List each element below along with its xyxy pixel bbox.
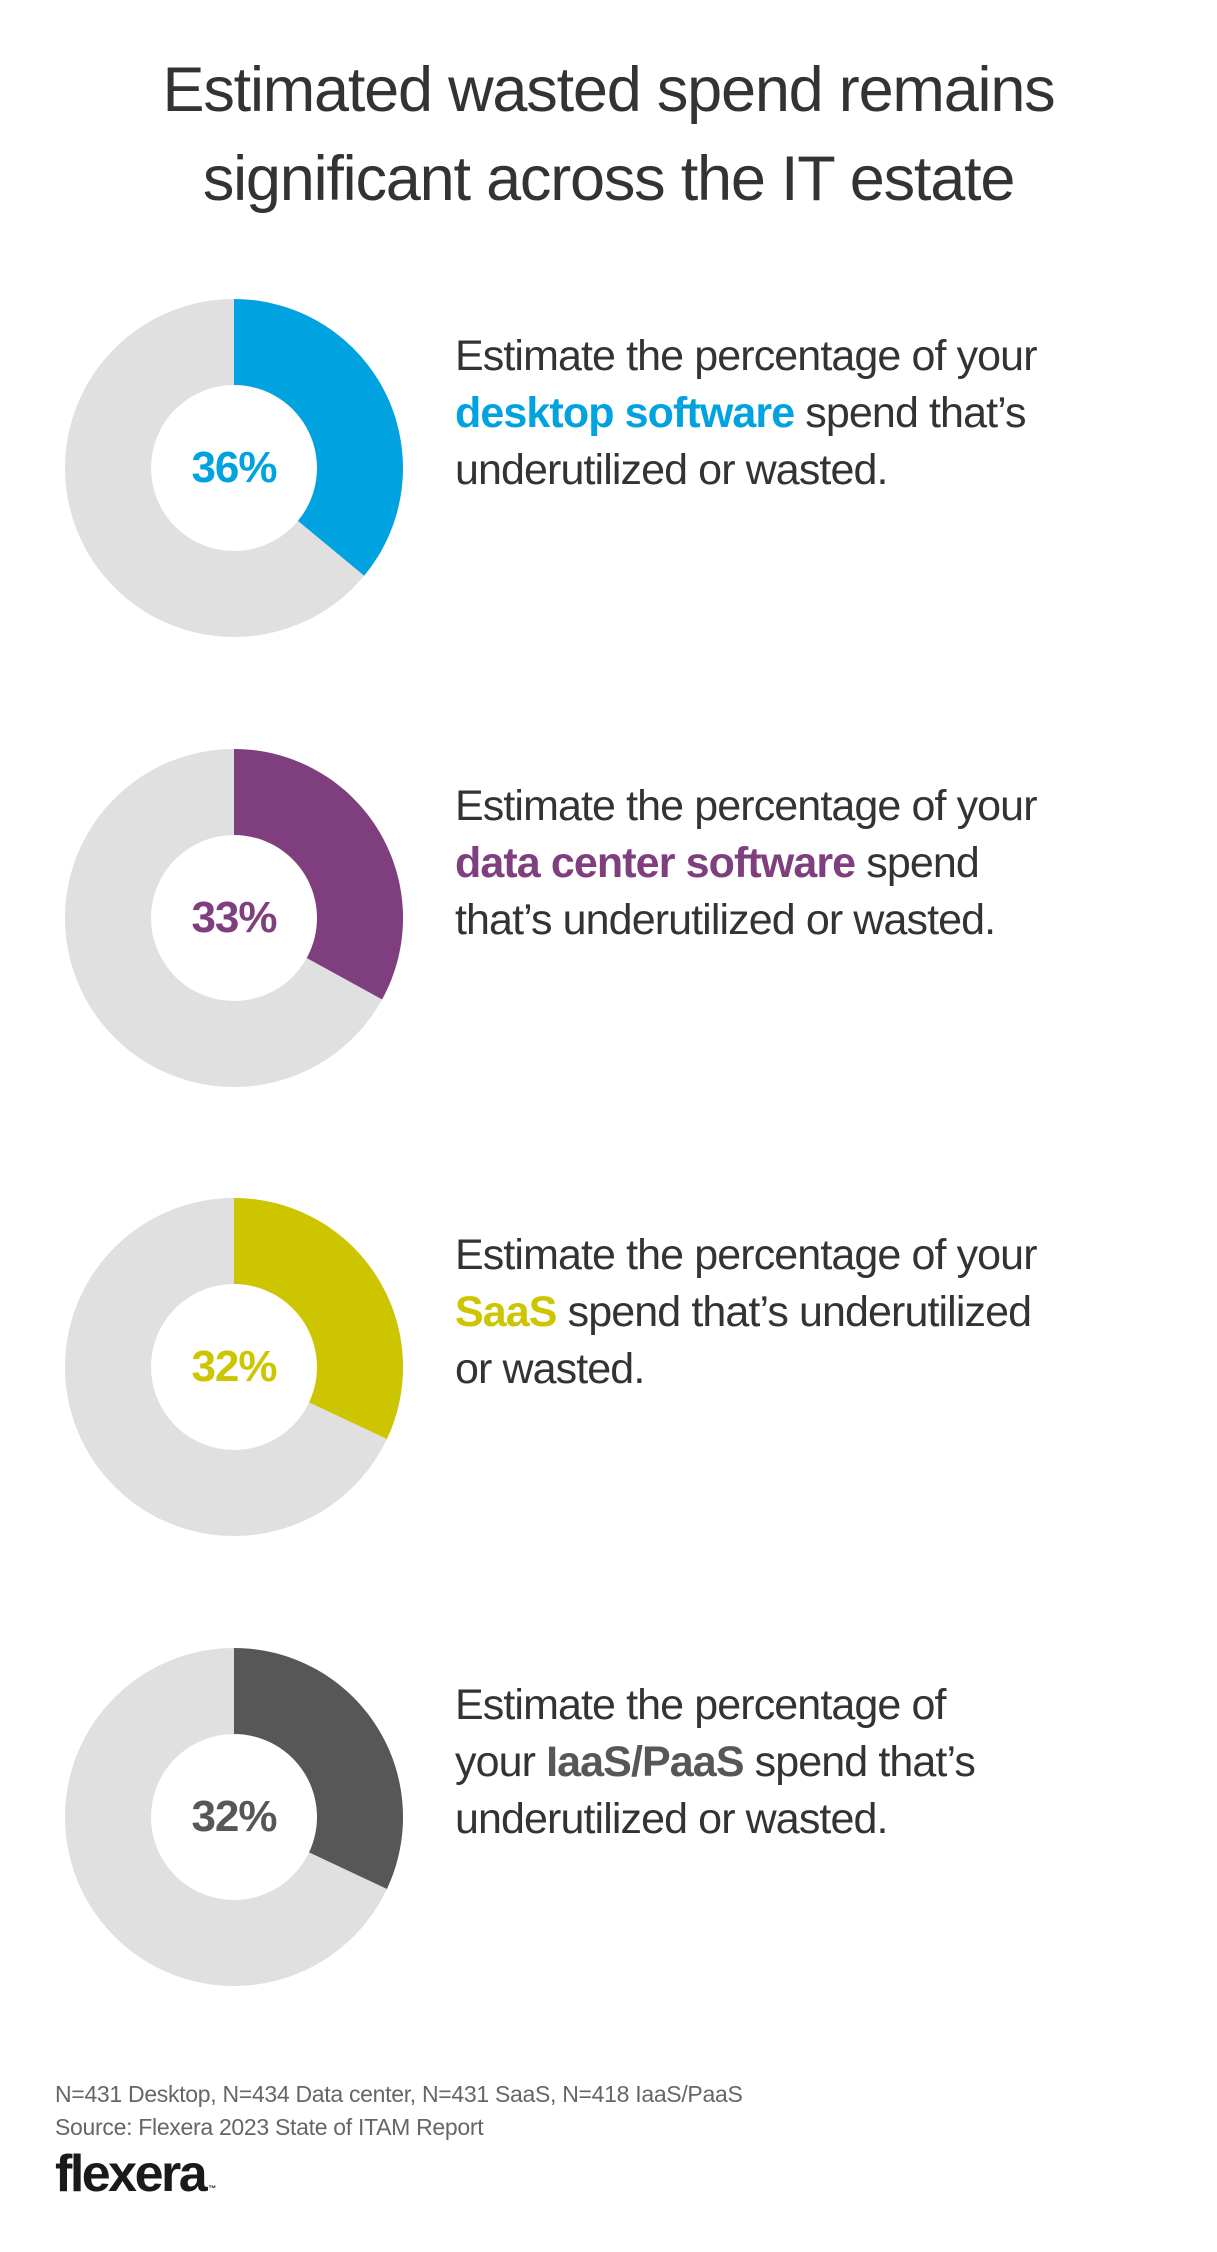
description-line: Estimate the percentage of bbox=[455, 1677, 975, 1734]
description-line: Estimate the percentage of your bbox=[455, 328, 1038, 385]
description-line: SaaS spend that’s underutilized bbox=[455, 1284, 1037, 1341]
donut-chart-data-center bbox=[62, 746, 406, 1090]
description-text: Estimate the percentage of your bbox=[455, 332, 1038, 380]
flexera-logo: flexera ™ bbox=[55, 2145, 217, 2203]
trademark-symbol: ™ bbox=[208, 2184, 217, 2193]
description-line: Estimate the percentage of your bbox=[455, 1227, 1038, 1284]
stat-row-saas: 32% Estimate the percentage of your SaaS… bbox=[0, 1195, 1217, 1645]
description-text: Estimate the percentage of bbox=[455, 1681, 946, 1729]
description-text: Estimate the percentage of your bbox=[455, 782, 1038, 830]
category-highlight: IaaS/PaaS bbox=[546, 1738, 744, 1786]
stat-description: Estimate the percentage of your data cen… bbox=[455, 778, 1038, 949]
category-highlight: data center software bbox=[455, 839, 856, 887]
description-text: your bbox=[455, 1738, 547, 1786]
title-line-2: significant across the IT estate bbox=[202, 144, 1016, 214]
description-text: spend that’s bbox=[743, 1738, 976, 1786]
percentage-label: 32% bbox=[191, 1792, 277, 1841]
percentage-label: 36% bbox=[191, 443, 277, 492]
donut-chart-iaas-paas bbox=[62, 1645, 406, 1989]
description-text: underutilized or wasted. bbox=[455, 446, 888, 494]
stat-row-desktop: 36% Estimate the percentage of your desk… bbox=[0, 296, 1217, 746]
description-line: Estimate the percentage of your bbox=[455, 778, 1038, 835]
description-line: or wasted. bbox=[455, 1341, 1037, 1398]
description-text: or wasted. bbox=[455, 1345, 645, 1393]
stat-row-data-center: 33% Estimate the percentage of your data… bbox=[0, 746, 1217, 1196]
stat-description: Estimate the percentage of your IaaS/Paa… bbox=[455, 1677, 976, 1848]
description-text: underutilized or wasted. bbox=[455, 1795, 888, 1843]
category-highlight: desktop software bbox=[455, 389, 795, 437]
sample-size-note: N=431 Desktop, N=434 Data center, N=431 … bbox=[55, 2081, 743, 2107]
description-line: underutilized or wasted. bbox=[455, 442, 1037, 499]
title-line-1: Estimated wasted spend remains bbox=[162, 55, 1056, 125]
description-text: spend that’s bbox=[794, 389, 1026, 437]
donut-chart-desktop bbox=[62, 296, 406, 640]
donut-segment bbox=[234, 1198, 403, 1439]
percentage-label: 32% bbox=[191, 1342, 277, 1391]
stat-description: Estimate the percentage of your desktop … bbox=[455, 328, 1038, 499]
donut-segment bbox=[234, 749, 404, 1000]
description-text: spend bbox=[855, 839, 980, 887]
description-text: spend that’s underutilized bbox=[556, 1288, 1032, 1336]
stat-row-iaas-paas: 32% Estimate the percentage of your IaaS… bbox=[0, 1645, 1217, 2095]
donut-segment bbox=[234, 1648, 403, 1889]
description-line: your IaaS/PaaS spend that’s bbox=[455, 1734, 976, 1791]
page-title: Estimated wasted spend remains significa… bbox=[0, 46, 1217, 224]
description-line: data center software spend bbox=[455, 835, 1037, 892]
source-note: Source: Flexera 2023 State of ITAM Repor… bbox=[55, 2114, 484, 2140]
description-text: that’s underutilized or wasted. bbox=[455, 896, 996, 944]
stat-description: Estimate the percentage of your SaaS spe… bbox=[455, 1227, 1038, 1398]
donut-segment bbox=[234, 299, 403, 576]
percentage-label: 33% bbox=[191, 893, 277, 942]
footer-notes: N=431 Desktop, N=434 Data center, N=431 … bbox=[55, 2078, 743, 2144]
description-line: that’s underutilized or wasted. bbox=[455, 892, 1037, 949]
category-highlight: SaaS bbox=[455, 1288, 557, 1336]
donut-chart-saas bbox=[62, 1195, 406, 1539]
description-line: underutilized or wasted. bbox=[455, 1791, 975, 1848]
description-line: desktop software spend that’s bbox=[455, 385, 1037, 442]
description-text: Estimate the percentage of your bbox=[455, 1231, 1038, 1279]
